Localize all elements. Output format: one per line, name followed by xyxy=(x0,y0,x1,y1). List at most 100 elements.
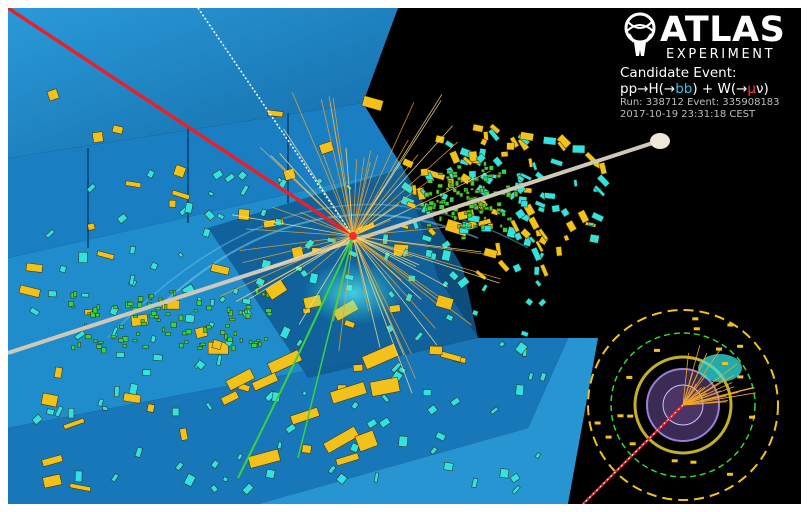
charged-track xyxy=(320,99,354,237)
atlas-logo-title: ATLAS xyxy=(660,10,786,50)
hit-cell xyxy=(74,330,86,341)
forward-cell xyxy=(506,142,515,151)
green-cell xyxy=(501,169,507,175)
jet-track xyxy=(237,235,354,479)
hit-cell xyxy=(195,359,207,371)
green-cell xyxy=(203,327,208,333)
inset-cell xyxy=(716,347,722,351)
green-cell xyxy=(150,311,157,316)
green-cell xyxy=(438,172,443,175)
hit-cell xyxy=(86,183,97,193)
hit-cell xyxy=(81,292,89,298)
calo-cell xyxy=(53,366,63,379)
green-cell xyxy=(136,332,140,336)
calo-cell xyxy=(429,345,443,355)
green-cell xyxy=(424,192,430,198)
process-arrow-3: → xyxy=(736,81,748,97)
green-cell xyxy=(228,310,233,317)
hit-cell xyxy=(443,461,454,472)
hit-cell xyxy=(441,280,450,289)
green-cell xyxy=(244,309,248,315)
forward-cell xyxy=(483,247,498,259)
hit-cell xyxy=(216,354,223,366)
green-cell xyxy=(169,290,174,294)
green-cell xyxy=(200,342,207,346)
jet-calo-cell xyxy=(361,343,400,370)
hit-cell xyxy=(184,313,196,324)
hit-cell xyxy=(184,202,194,214)
forward-cell xyxy=(598,161,608,175)
hit-cell xyxy=(207,191,215,197)
hit-cell xyxy=(241,297,252,305)
inset-cell xyxy=(617,414,624,418)
hit-cell xyxy=(142,369,152,376)
inset-cell xyxy=(627,414,634,418)
inset-track xyxy=(682,400,729,406)
process-h-open: H( xyxy=(648,81,664,97)
hit-cell xyxy=(183,473,197,488)
green-cell xyxy=(436,199,439,203)
hit-cell xyxy=(239,184,250,197)
calo-cell xyxy=(92,131,104,143)
hit-cell xyxy=(259,208,268,217)
green-cell xyxy=(466,209,472,213)
hit-cell xyxy=(490,406,499,415)
hit-cell xyxy=(534,452,542,459)
charged-track xyxy=(352,94,443,237)
hit-cell xyxy=(210,484,219,493)
green-cell xyxy=(251,343,258,348)
green-cell xyxy=(479,210,484,215)
green-cell xyxy=(435,189,440,195)
hit-cell xyxy=(481,283,489,293)
inset-cell xyxy=(722,362,729,365)
forward-cell xyxy=(572,144,586,154)
endcap-wall xyxy=(8,8,398,158)
hit-cell xyxy=(150,335,157,343)
hit-cell xyxy=(520,330,529,338)
green-cell xyxy=(501,211,506,217)
charged-track xyxy=(236,235,354,302)
charged-track xyxy=(352,235,438,346)
green-cell xyxy=(85,334,92,340)
hit-cell xyxy=(509,472,521,484)
hit-cell xyxy=(218,295,227,304)
green-cell xyxy=(170,321,177,328)
green-cell xyxy=(154,307,161,311)
hit-cell xyxy=(149,261,159,271)
jet-calo-cell xyxy=(369,376,401,397)
calo-cell xyxy=(172,164,187,179)
forward-cell xyxy=(516,174,525,183)
green-cell xyxy=(261,292,266,297)
green-cell xyxy=(258,341,262,347)
green-cell xyxy=(98,341,104,344)
forward-cell xyxy=(549,157,564,167)
charged-track xyxy=(352,235,381,348)
forward-cell xyxy=(535,240,544,253)
green-cell xyxy=(179,343,184,349)
calo-cell xyxy=(352,364,364,372)
hit-cell xyxy=(48,290,57,298)
charged-track xyxy=(246,228,354,237)
green-cell xyxy=(497,174,501,178)
hit-cell xyxy=(204,209,216,222)
hit-cell xyxy=(445,313,454,322)
green-cell xyxy=(184,340,189,344)
charged-track xyxy=(352,159,357,237)
charged-track xyxy=(352,170,491,237)
calo-cell xyxy=(477,218,492,227)
hit-cell xyxy=(174,461,184,472)
charged-track xyxy=(352,235,500,284)
charged-track xyxy=(283,128,354,237)
green-cell xyxy=(110,334,117,339)
charged-track xyxy=(264,235,354,271)
calo-cell xyxy=(179,427,189,441)
charged-track xyxy=(242,235,354,263)
charged-track xyxy=(352,235,430,294)
green-cell xyxy=(461,236,467,240)
charged-track xyxy=(352,235,412,355)
forward-cell xyxy=(542,136,557,146)
green-cell xyxy=(193,309,199,313)
inset-calo-ring xyxy=(633,355,733,455)
forward-cell xyxy=(555,246,563,257)
inset-cell xyxy=(605,435,612,439)
